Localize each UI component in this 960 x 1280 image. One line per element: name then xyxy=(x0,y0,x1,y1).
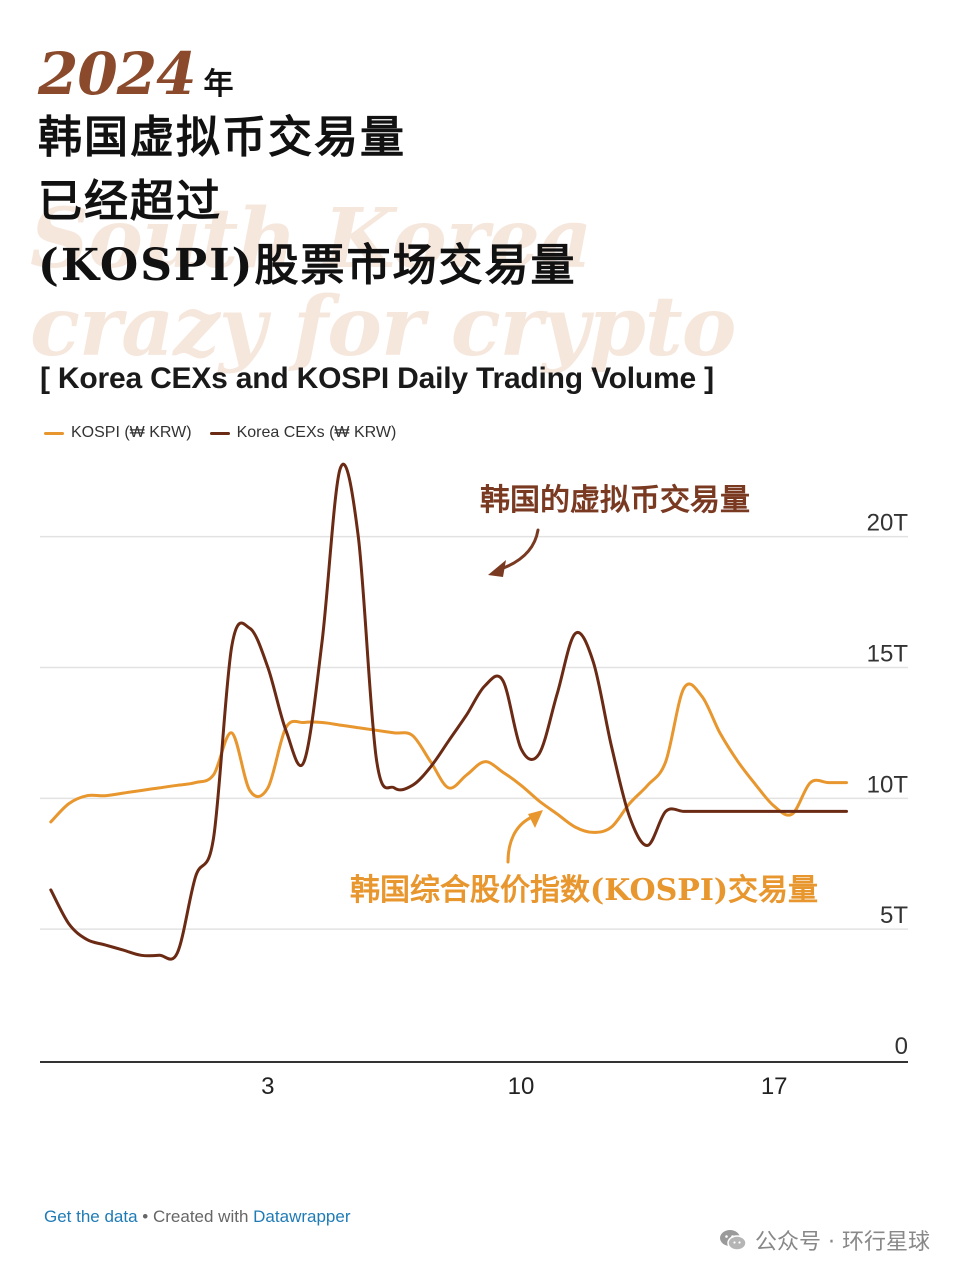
annotation-kospi: 韩国综合股价指数(KOSPI)交易量 xyxy=(350,873,818,908)
series-line-cex xyxy=(49,462,848,961)
annotation-cex-arrowhead xyxy=(488,560,506,577)
year-row: 2024 年 xyxy=(38,40,576,108)
headline-line-2: 已经超过 xyxy=(38,176,222,227)
watermark-text: South Korea crazy for crypto xyxy=(30,191,736,375)
annotation-kospi-arrowhead xyxy=(528,810,543,828)
legend-item-cex: Korea CEXs (₩ KRW) xyxy=(209,424,397,442)
annotation-kospi-arrow xyxy=(506,816,532,864)
legend-label-cex: Korea CEXs (₩ KRW) xyxy=(236,424,397,441)
y-tick-label-5: 5T xyxy=(880,902,908,929)
year-number: 2024 xyxy=(38,40,196,108)
chart-legend: KOSPI (₩ KRW) Korea CEXs (₩ KRW) xyxy=(44,424,396,442)
x-tick-label-17: 17 xyxy=(761,1073,788,1100)
year-suffix: 年 xyxy=(203,67,234,102)
legend-swatch-cex xyxy=(209,431,230,435)
series-line-kospi xyxy=(49,682,848,834)
wechat-account-badge: 公众号 · 环行星球 xyxy=(719,1224,930,1256)
y-tick-label-10: 10T xyxy=(867,771,909,798)
created-with-text: Created with xyxy=(152,1207,254,1226)
x-tick-label-3: 3 xyxy=(261,1073,274,1100)
y-tick-label-20: 20T xyxy=(867,510,909,537)
wechat-account-label: 公众号 · 环行星球 xyxy=(755,1230,930,1255)
get-data-link[interactable]: Get the data xyxy=(44,1207,138,1226)
legend-label-kospi: KOSPI (₩ KRW) xyxy=(71,424,192,441)
annotation-cex: 韩国的虚拟币交易量 xyxy=(480,483,750,518)
x-tick-label-10: 10 xyxy=(508,1073,535,1100)
wechat-icon xyxy=(720,1230,747,1251)
headline-line-1: 韩国虚拟币交易量 xyxy=(38,112,406,163)
legend-item-kospi: KOSPI (₩ KRW) xyxy=(44,424,192,442)
y-tick-label-0: 0 xyxy=(895,1033,908,1060)
chart-title: [ Korea CEXs and KOSPI Daily Trading Vol… xyxy=(40,362,714,395)
legend-swatch-kospi xyxy=(44,431,64,435)
datawrapper-link[interactable]: Datawrapper xyxy=(253,1207,351,1226)
hero-heading: 2024 年 韩国虚拟币交易量 已经超过 (KOSPI)股票市场交易量 xyxy=(38,40,576,298)
footer-separator: • xyxy=(137,1207,153,1226)
footer-credits: Get the data • Created with Datawrapper xyxy=(44,1207,350,1227)
y-tick-label-15: 15T xyxy=(867,641,909,668)
headline-line-3: (KOSPI)股票市场交易量 xyxy=(38,240,577,291)
